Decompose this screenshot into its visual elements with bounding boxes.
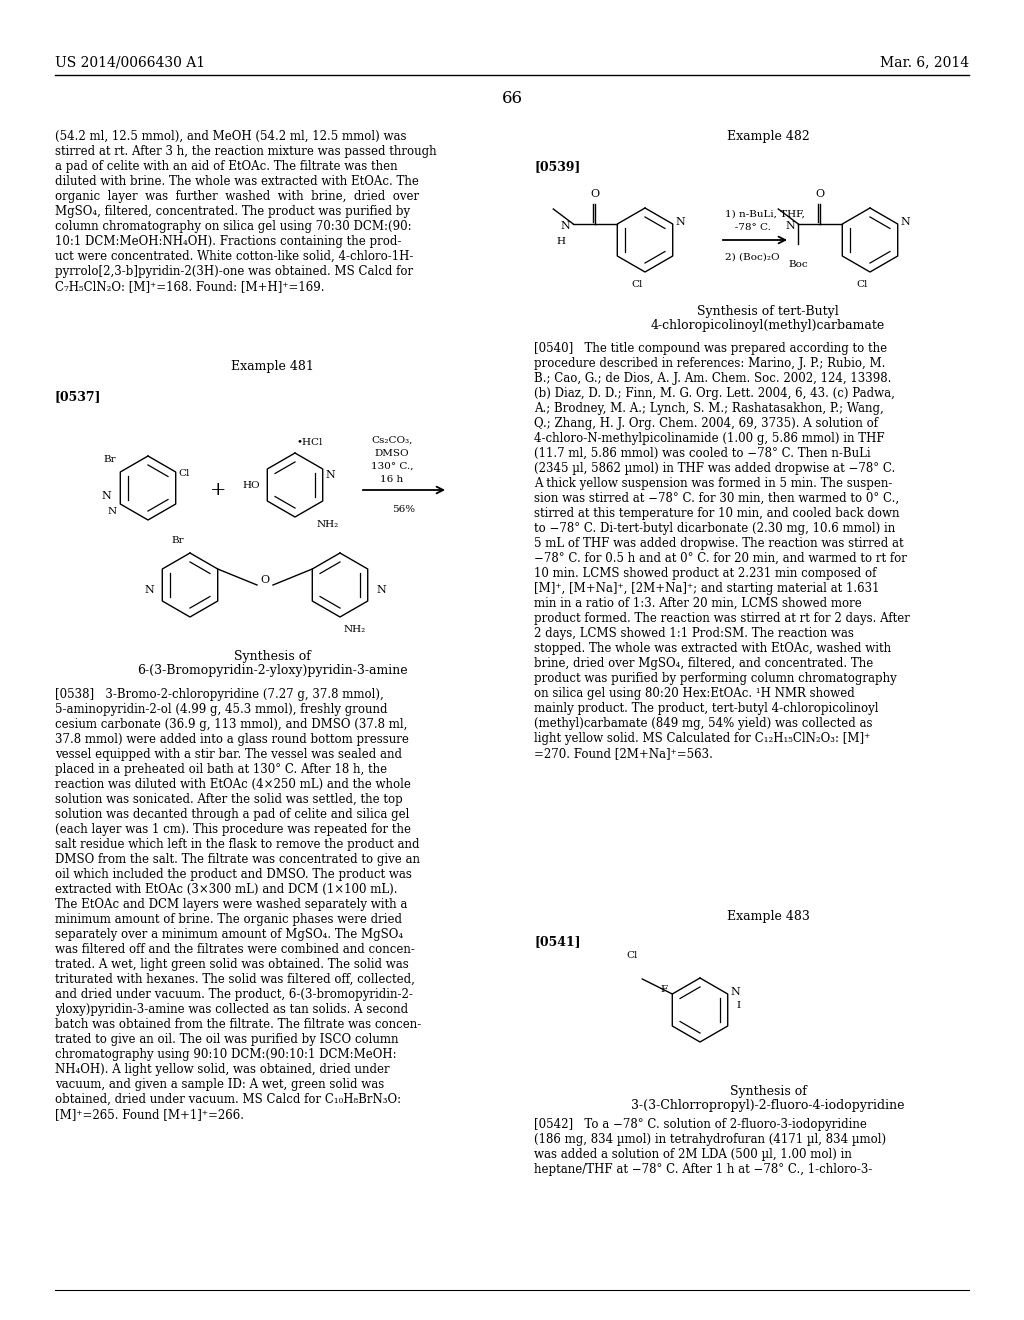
Text: NH₂: NH₂: [344, 624, 367, 634]
Text: Cs₂CO₃,: Cs₂CO₃,: [372, 436, 413, 445]
Text: US 2014/0066430 A1: US 2014/0066430 A1: [55, 55, 205, 69]
Text: 130° C.,: 130° C.,: [371, 462, 414, 471]
Text: -78° C.: -78° C.: [725, 223, 771, 232]
Text: N: N: [326, 470, 336, 480]
Text: 66: 66: [502, 90, 522, 107]
Text: 3-(3-Chlorropropyl)-2-fluoro-4-iodopyridine: 3-(3-Chlorropropyl)-2-fluoro-4-iodopyrid…: [631, 1100, 905, 1111]
Text: Br: Br: [103, 455, 117, 465]
Text: F: F: [660, 985, 668, 994]
Text: Cl: Cl: [632, 280, 643, 289]
Text: N: N: [560, 220, 570, 231]
Text: [0540]   The title compound was prepared according to the
procedure described in: [0540] The title compound was prepared a…: [534, 342, 910, 760]
Text: Synthesis of tert-Butyl: Synthesis of tert-Butyl: [697, 305, 839, 318]
Text: I: I: [736, 1001, 740, 1010]
Text: Cl: Cl: [626, 950, 637, 960]
Text: Cl: Cl: [179, 470, 190, 479]
Text: Example 481: Example 481: [230, 360, 313, 374]
Text: NH₂: NH₂: [316, 520, 339, 529]
Text: H: H: [556, 238, 565, 246]
Text: 2) (Boc)₂O: 2) (Boc)₂O: [725, 253, 779, 261]
Text: N: N: [108, 507, 117, 516]
Text: O: O: [816, 189, 825, 199]
Text: [0539]: [0539]: [534, 160, 581, 173]
Text: [0538]   3-Bromo-2-chloropyridine (7.27 g, 37.8 mmol),
5-aminopyridin-2-ol (4.99: [0538] 3-Bromo-2-chloropyridine (7.27 g,…: [55, 688, 421, 1121]
Text: 16 h: 16 h: [380, 475, 403, 484]
Text: Cl: Cl: [856, 280, 867, 289]
Text: Synthesis of: Synthesis of: [233, 649, 310, 663]
Text: 4-chloropicolinoyl(methyl)carbamate: 4-chloropicolinoyl(methyl)carbamate: [651, 319, 885, 333]
Text: DMSO: DMSO: [375, 449, 410, 458]
Text: [0542]   To a −78° C. solution of 2-fluoro-3-iodopyridine
(186 mg, 834 µmol) in : [0542] To a −78° C. solution of 2-fluoro…: [534, 1118, 886, 1176]
Text: •HCl: •HCl: [297, 438, 324, 447]
Text: Synthesis of: Synthesis of: [729, 1085, 807, 1098]
Text: N: N: [376, 585, 386, 595]
Text: [0537]: [0537]: [55, 389, 101, 403]
Text: 56%: 56%: [392, 506, 416, 513]
Text: N: N: [731, 987, 740, 997]
Text: N: N: [101, 491, 111, 502]
Text: [0541]: [0541]: [534, 935, 581, 948]
Text: Boc: Boc: [788, 260, 808, 269]
Text: N: N: [785, 220, 796, 231]
Text: (54.2 ml, 12.5 mmol), and MeOH (54.2 ml, 12.5 mmol) was
stirred at rt. After 3 h: (54.2 ml, 12.5 mmol), and MeOH (54.2 ml,…: [55, 129, 436, 293]
Text: Example 482: Example 482: [727, 129, 809, 143]
Text: O: O: [260, 576, 269, 585]
Text: N: N: [901, 216, 910, 227]
Text: N: N: [144, 585, 154, 595]
Text: N: N: [676, 216, 685, 227]
Text: Br: Br: [172, 536, 184, 545]
Text: 1) n-BuLi, THF,: 1) n-BuLi, THF,: [725, 210, 805, 219]
Text: Example 483: Example 483: [727, 909, 809, 923]
Text: Mar. 6, 2014: Mar. 6, 2014: [880, 55, 969, 69]
Text: HO: HO: [243, 480, 260, 490]
Text: 6-(3-Bromopyridin-2-yloxy)pyridin-3-amine: 6-(3-Bromopyridin-2-yloxy)pyridin-3-amin…: [136, 664, 408, 677]
Text: O: O: [591, 189, 600, 199]
Text: +: +: [210, 480, 226, 499]
